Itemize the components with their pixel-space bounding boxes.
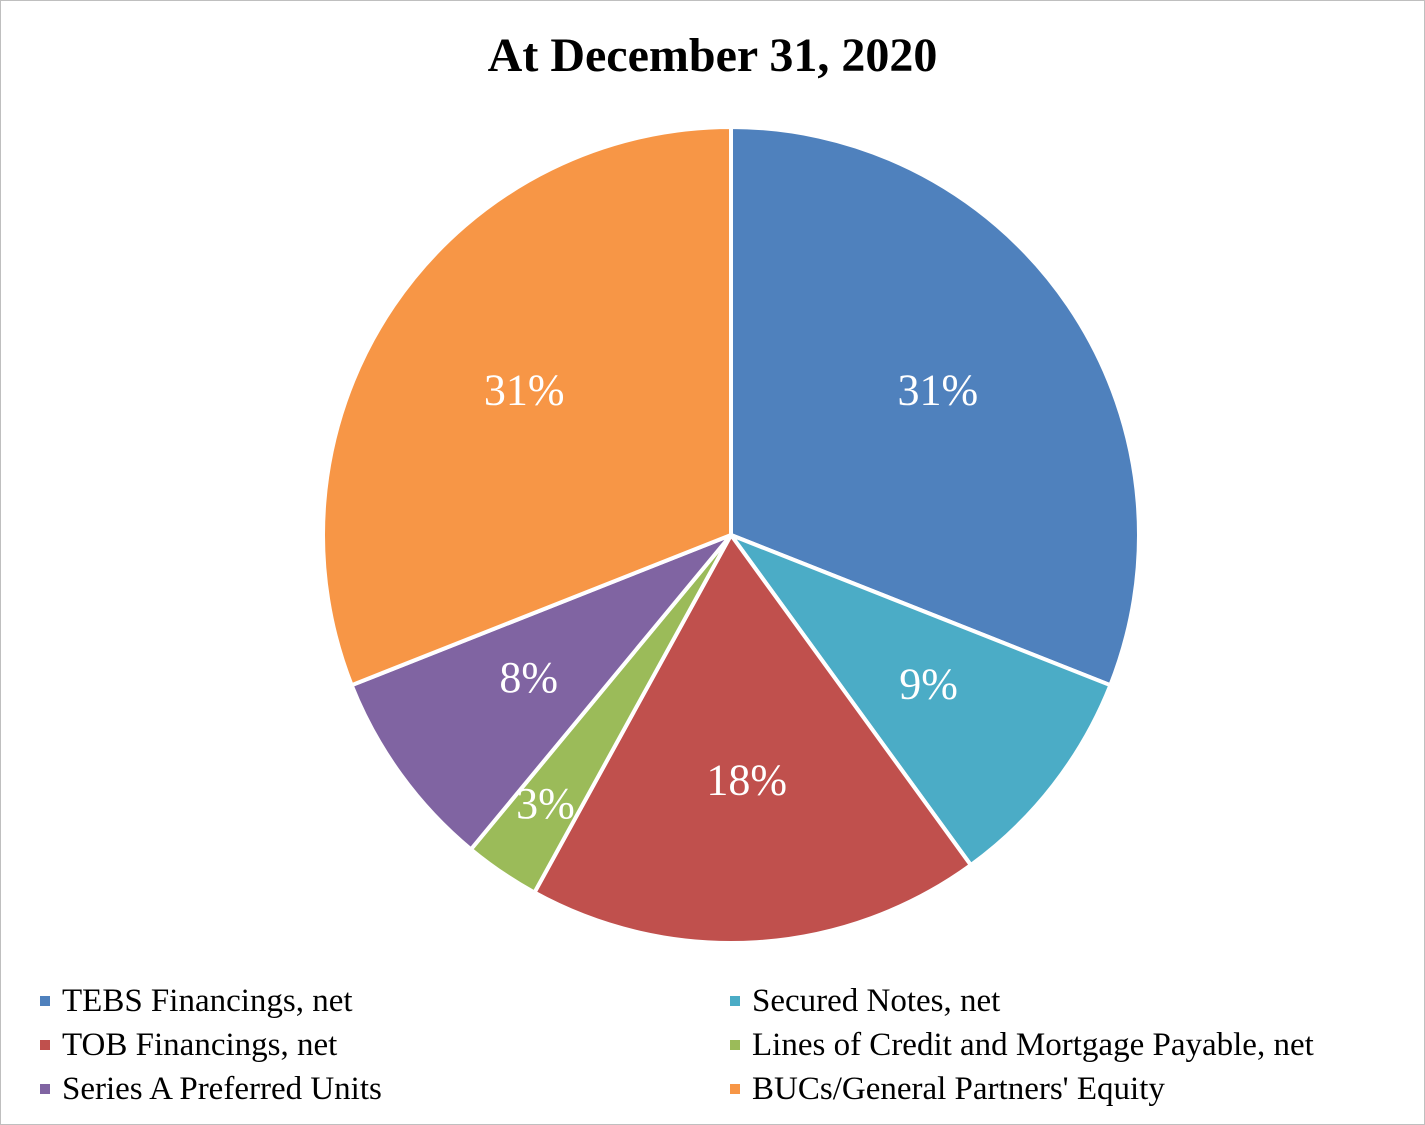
legend-swatch-tob — [40, 1040, 50, 1051]
legend-item-bucs: BUCs/General Partners' Equity — [730, 1068, 1165, 1110]
slice-data-label-3: 3% — [516, 779, 575, 828]
pie-slice-1 — [729, 533, 1113, 868]
legend-swatch-bucs — [730, 1084, 740, 1095]
legend-swatch-series-a — [40, 1084, 50, 1095]
pie-slice-4 — [349, 533, 733, 852]
legend-swatch-lines-of-credit — [730, 1040, 740, 1051]
legend-swatch-secured-notes — [730, 996, 740, 1007]
legend-item-series-a: Series A Preferred Units — [40, 1068, 382, 1110]
slice-data-label-0: 31% — [897, 366, 978, 415]
legend-item-tebs: TEBS Financings, net — [40, 980, 353, 1022]
slice-data-label-2: 18% — [706, 756, 787, 805]
slice-data-label-4: 8% — [499, 653, 558, 702]
legend-swatch-tebs — [40, 996, 50, 1007]
pie-slice-5 — [321, 125, 733, 688]
legend-item-lines-of-credit: Lines of Credit and Mortgage Payable, ne… — [730, 1024, 1314, 1066]
legend-item-tob: TOB Financings, net — [40, 1024, 337, 1066]
chart-title: At December 31, 2020 — [487, 29, 938, 82]
slice-data-label-5: 31% — [484, 366, 565, 415]
slice-data-label-1: 9% — [899, 659, 958, 708]
legend-item-secured-notes: Secured Notes, net — [730, 980, 1000, 1022]
legend-label-lines-of-credit: Lines of Credit and Mortgage Payable, ne… — [752, 1027, 1314, 1063]
pie-slice-2 — [532, 533, 973, 945]
pie-slices — [321, 125, 1141, 945]
pie-labels: 31% 9% 18% 3% 8% 31% — [484, 366, 978, 828]
pie-slice-0 — [729, 125, 1141, 688]
legend-label-tebs: TEBS Financings, net — [62, 983, 353, 1019]
legend-label-bucs: BUCs/General Partners' Equity — [752, 1071, 1165, 1107]
legend-label-tob: TOB Financings, net — [62, 1027, 338, 1063]
legend-label-secured-notes: Secured Notes, net — [752, 983, 1001, 1019]
legend-label-series-a: Series A Preferred Units — [62, 1071, 382, 1107]
